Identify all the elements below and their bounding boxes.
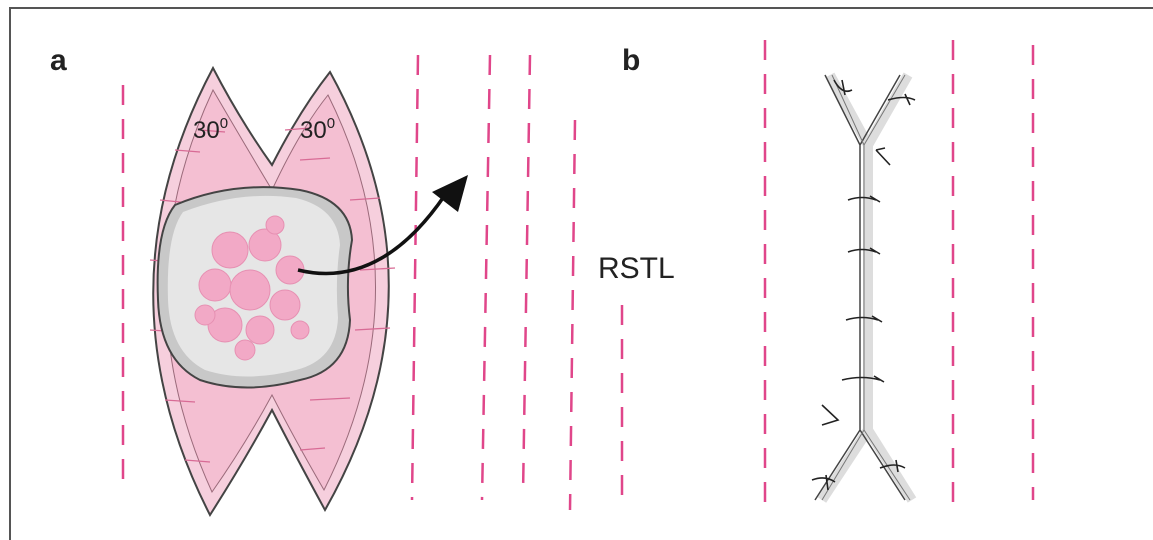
angle-value: 30 [193,117,220,144]
rstl-label: RSTL [598,252,675,285]
panel-label: b [622,44,640,77]
diagram: a b 300 300 RSTL [0,0,1153,540]
angle-value: 30 [300,117,327,144]
angle-superscript: 0 [220,115,228,132]
angle-superscript: 0 [327,115,335,132]
panel-label: a [50,44,67,77]
